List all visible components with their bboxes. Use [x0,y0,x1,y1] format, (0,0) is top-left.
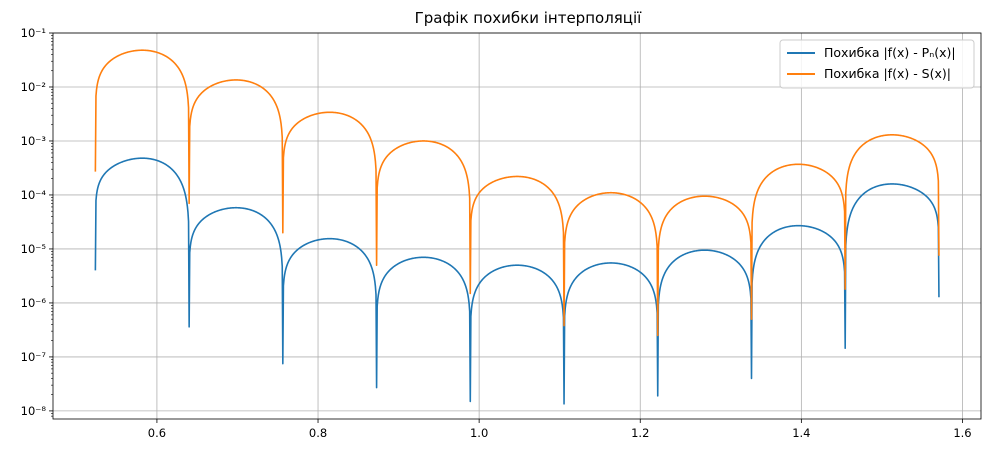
y-tick-label: 10⁻⁴ [21,188,47,202]
legend-box [779,39,975,89]
y-tick-label: 10⁻⁶ [21,296,47,310]
y-tick-label: 10⁻¹ [21,26,46,40]
grid [53,32,981,419]
x-tick-label: 1.4 [792,426,810,440]
legend: Похибка |f(x) - Pₙ(x)| Похибка |f(x) - S… [779,39,975,89]
x-tick-label: 0.8 [309,426,327,440]
series-line-0 [94,157,940,405]
chart-title: Графік похибки інтерполяції [415,9,643,27]
y-tick-label: 10⁻⁵ [21,242,47,256]
series-line-1 [94,49,940,337]
x-tick-label: 0.6 [148,426,166,440]
y-tick-label: 10⁻³ [21,134,47,148]
y-tick-label: 10⁻² [21,80,46,94]
y-tick-label: 10⁻⁷ [21,350,47,364]
series-layer [94,49,940,405]
x-tick-label: 1.6 [953,426,971,440]
legend-label-spline: Похибка |f(x) - S(x)| [824,66,951,81]
legend-label-pn: Похибка |f(x) - Pₙ(x)| [824,45,956,60]
x-tick-label: 1.2 [631,426,649,440]
y-tick-label: 10⁻⁸ [21,404,47,418]
x-tick-label: 1.0 [470,426,488,440]
axis-ticks: 0.6 0.8 1.0 1.2 1.4 1.6 10⁻⁸ 10⁻⁷ 10⁻⁶ 10⁻⁵ 10⁻⁴ 10… [21,26,972,440]
plot-frame [52,32,982,420]
